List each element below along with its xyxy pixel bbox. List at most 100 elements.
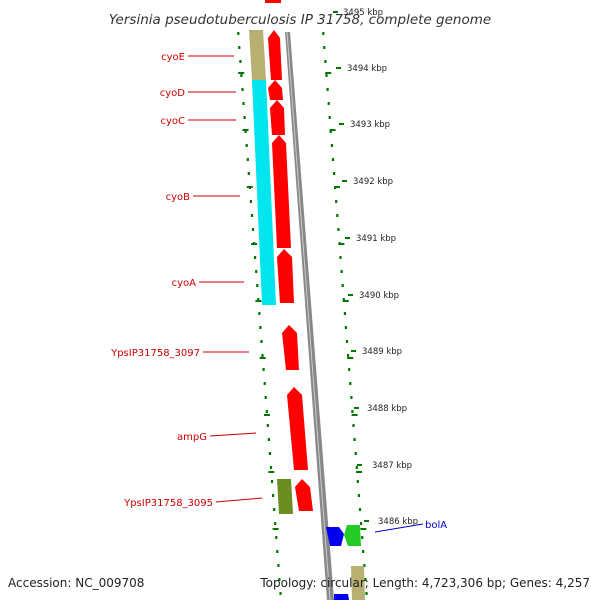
track-dot [351, 410, 354, 413]
track-dot [353, 438, 356, 441]
gene-arrow-cyoD[interactable] [268, 80, 283, 100]
track-tick [329, 129, 336, 131]
track-dot [363, 564, 366, 567]
track-dot [362, 550, 365, 553]
track-dot [249, 200, 252, 203]
tick-label-3488: 3488 kbp [367, 404, 407, 414]
track-dot [349, 382, 352, 385]
gene-labels: cyoE cyoD cyoC cyoB cyoA YpsIP31758_3097… [110, 52, 447, 533]
kbp-scale: 3495 kbp 3494 kbp 3493 kbp 3492 kbp 3491… [333, 8, 418, 527]
gene-label-cyoC[interactable]: cyoC [160, 116, 185, 127]
gene-arrow-bolA-left[interactable] [326, 527, 344, 546]
track-dot [261, 354, 264, 357]
tick-label-3492: 3492 kbp [353, 177, 393, 187]
gene-arrow-cyoC[interactable] [270, 100, 285, 135]
track-dot [324, 60, 327, 63]
track-dot [265, 410, 268, 413]
track-dot [364, 578, 367, 581]
gene-arrows [265, 0, 361, 600]
track-dot [264, 396, 267, 399]
track-dot [322, 32, 325, 35]
gene-arrow-YpsIP31758_3095[interactable] [295, 479, 313, 511]
track-dot [251, 228, 255, 231]
gene-arrow-top[interactable] [265, 0, 281, 3]
track-tick [338, 243, 345, 245]
track-dot [328, 116, 331, 119]
track-dot [270, 480, 274, 483]
track-dot [260, 340, 263, 343]
track-dot [330, 144, 333, 147]
gene-label-cyoE[interactable]: cyoE [161, 52, 185, 63]
track-tick [342, 300, 349, 302]
gene-label-cyoA[interactable]: cyoA [172, 278, 197, 289]
track-dot [341, 284, 344, 287]
track-dot [256, 284, 259, 287]
track-tick [246, 186, 253, 188]
gene-arrow-YpsIP31758_3097[interactable] [282, 325, 299, 370]
track-tick [259, 357, 266, 359]
track-tick [242, 129, 249, 131]
track-dot [326, 88, 329, 91]
tick-label-3486: 3486 kbp [378, 517, 418, 527]
track-dot [357, 494, 360, 497]
backbone [285, 31, 334, 600]
track-dot [276, 550, 279, 553]
track-dot [337, 228, 340, 231]
track-dot [336, 214, 339, 217]
track-dot [254, 256, 257, 259]
gene-arrow-cyoE[interactable] [268, 30, 282, 80]
gene-arrow-ampG[interactable] [287, 387, 308, 470]
track-tick [347, 357, 354, 359]
gene-label-ampG[interactable]: ampG [177, 432, 207, 443]
track-dot [325, 74, 328, 77]
tick-label-3491: 3491 kbp [356, 234, 396, 244]
accession-text: Accession: NC_009708 [8, 576, 144, 590]
track-dot [327, 102, 330, 105]
gene-arrow-bottom[interactable] [334, 594, 349, 600]
track-dot [360, 522, 363, 525]
gene-label-cyoB[interactable]: cyoB [166, 192, 191, 203]
track-dot [244, 130, 247, 133]
track-dot [277, 564, 280, 567]
track-dot [340, 270, 343, 273]
tick-label-3489: 3489 kbp [362, 347, 402, 357]
track-dot [354, 452, 357, 455]
track-dot [361, 536, 364, 539]
track-dot [365, 592, 368, 595]
track-dot [339, 256, 342, 259]
map-title: Yersinia pseudotuberculosis IP 31758, co… [109, 12, 491, 28]
track-dot [335, 200, 338, 203]
track-dot [242, 102, 245, 105]
track-tick [325, 72, 332, 74]
track-dot [247, 172, 250, 175]
gene-label-YpsIP31758_3095[interactable]: YpsIP31758_3095 [123, 498, 213, 509]
track-dot [250, 214, 254, 217]
operon-bands [249, 30, 365, 600]
track-tick [255, 300, 262, 302]
gene-arrow-cyoA[interactable] [277, 249, 294, 303]
gene-arrow-cyoB[interactable] [272, 135, 291, 248]
band-bottom [351, 566, 365, 600]
genome-summary-text: Topology: circular; Length: 4,723,306 bp… [259, 576, 590, 590]
track-dot [352, 424, 355, 427]
gene-label-YpsIP31758_3097[interactable]: YpsIP31758_3097 [110, 348, 200, 359]
track-tick [264, 414, 270, 416]
gene-arrow-bolA-right[interactable] [344, 525, 361, 546]
track-dot [237, 32, 240, 35]
track-dot [344, 326, 347, 329]
gene-label-cyoD[interactable]: cyoD [160, 88, 186, 99]
track-tick [251, 243, 258, 245]
tick-label-3493: 3493 kbp [350, 120, 390, 130]
track-dot [350, 396, 353, 399]
gene-label-bolA[interactable]: bolA [425, 520, 447, 531]
track-dot [329, 130, 332, 133]
track-dot [323, 46, 326, 49]
band-3095 [277, 479, 293, 514]
track-dot [269, 466, 273, 469]
track-dot [238, 46, 241, 49]
track-dot [255, 270, 258, 273]
track-dot [347, 354, 350, 357]
track-dot [268, 452, 271, 455]
tick-label-3494: 3494 kbp [347, 64, 387, 74]
